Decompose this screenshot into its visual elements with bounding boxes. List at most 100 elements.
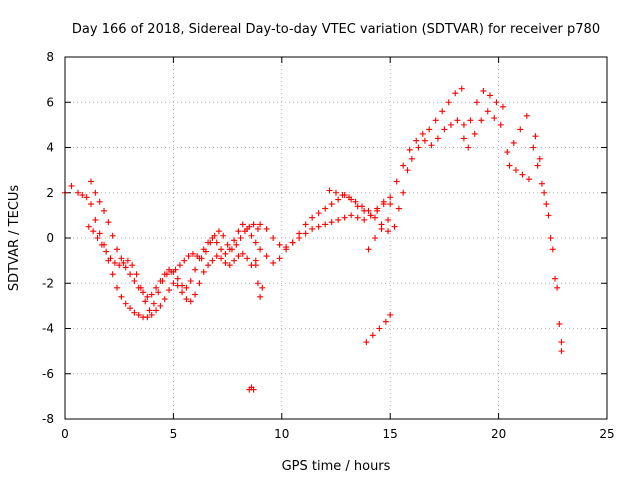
data-point [341,214,348,221]
data-point [387,194,394,201]
y-tick-label: 4 [46,141,54,155]
data-point [235,228,242,235]
data-point [205,262,212,269]
y-tick-label: 8 [46,50,54,64]
data-point [148,291,155,298]
data-point [92,216,99,223]
data-point [254,225,261,232]
data-point [372,214,379,221]
data-point [447,121,454,128]
data-point [118,293,125,300]
data-point [120,259,127,266]
data-point [549,246,556,253]
data-point [322,205,329,212]
data-point [558,348,565,355]
data-point [387,201,394,208]
data-point [328,219,335,226]
data-point [239,250,246,257]
data-point [445,99,452,106]
data-point [187,277,194,284]
series-track-n [504,112,565,355]
x-tick-label: 5 [170,427,178,441]
data-point [218,246,225,253]
data-point [296,230,303,237]
data-point [491,115,498,122]
data-point [166,266,173,273]
data-point [155,289,162,296]
data-point [378,225,385,232]
data-point [196,255,203,262]
x-tick-label: 15 [383,427,398,441]
data-point [226,262,233,269]
axis-ticks: 0 5 10 15 20 25 -8 -6 -4 -2 0 2 4 6 8 [42,50,615,441]
series-track-j [387,85,465,208]
data-point [400,162,407,169]
x-tick-label: 25 [599,427,614,441]
data-point [499,103,506,110]
data-point [176,262,183,269]
data-point [385,228,392,235]
data-point [179,282,186,289]
data-point [131,309,138,316]
data-point [248,232,255,239]
data-point [114,246,121,253]
data-point [510,139,517,146]
data-point [367,212,374,219]
data-point [309,214,316,221]
data-point [302,230,309,237]
data-point [441,126,448,133]
y-tick-label: -2 [42,276,54,290]
data-point [352,198,359,205]
series-track-l [460,87,506,142]
data-point [395,205,402,212]
data-point [142,298,149,305]
data-point [302,221,309,228]
data-point [545,212,552,219]
data-point [400,189,407,196]
data-point [315,210,322,217]
data-point [170,280,177,287]
data-point [382,318,389,325]
data-point [109,271,116,278]
data-point [393,178,400,185]
data-point [118,255,125,262]
data-point [222,259,229,266]
data-point [532,133,539,140]
data-point [85,223,92,230]
data-point [428,142,435,149]
data-point [404,167,411,174]
data-point [478,117,485,124]
data-point [339,192,346,199]
series-track-h [246,384,257,393]
data-point [88,201,95,208]
data-point [127,305,134,312]
data-point [105,219,112,226]
data-point [252,239,259,246]
data-point [270,259,277,266]
data-point [107,255,114,262]
data-point [289,239,296,246]
data-point [189,250,196,257]
data-point [161,271,168,278]
data-point [244,225,251,232]
data-point [504,149,511,156]
data-point [252,262,259,269]
data-point [170,268,177,275]
data-point [486,92,493,99]
data-point [213,253,220,260]
data-point [263,225,270,232]
series-track-k [391,117,467,230]
data-point [226,246,233,253]
data-point [254,280,261,287]
data-point [348,212,355,219]
data-point [222,250,229,257]
data-point [213,239,220,246]
data-point [363,339,370,346]
data-point [413,137,420,144]
data-point [157,277,164,284]
data-point [153,284,160,291]
data-point [96,230,103,237]
data-point [380,198,387,205]
series-track-d [257,192,387,253]
data-point [144,293,151,300]
